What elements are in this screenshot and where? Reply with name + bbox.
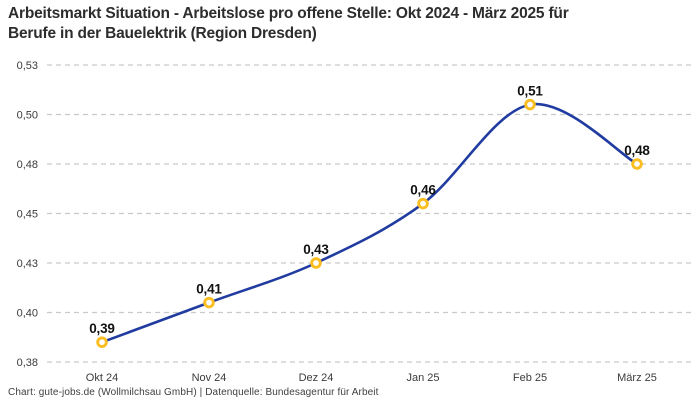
y-tick-label: 0,50 xyxy=(17,110,38,122)
data-point-marker xyxy=(203,296,215,309)
data-point-label: 0,48 xyxy=(624,143,650,158)
chart-title: Arbeitsmarkt Situation - Arbeitslose pro… xyxy=(8,4,692,44)
x-tick-label: Jan 25 xyxy=(406,372,439,384)
y-tick-label: 0,48 xyxy=(17,159,38,171)
y-tick-label: 0,53 xyxy=(17,60,38,72)
chart-title-line2: Berufe in der Bauelektrik (Region Dresde… xyxy=(8,25,317,42)
y-tick-label: 0,40 xyxy=(17,308,38,320)
data-point-label: 0,43 xyxy=(303,242,329,257)
chart-attribution: Chart: gute-jobs.de (Wollmilchsau GmbH) … xyxy=(8,387,379,398)
data-point-label: 0,46 xyxy=(410,183,436,198)
x-tick-label: Nov 24 xyxy=(192,372,227,384)
data-point-marker xyxy=(310,257,322,269)
data-point-marker xyxy=(524,98,536,111)
data-point-marker xyxy=(96,336,108,348)
series-line xyxy=(100,102,639,344)
x-tick-label: März 25 xyxy=(617,372,657,384)
data-point-label: 0,51 xyxy=(517,84,543,99)
data-point-marker xyxy=(631,158,643,170)
x-tick-label: Feb 25 xyxy=(513,372,547,384)
data-point-marker xyxy=(417,197,429,210)
x-tick-label: Okt 24 xyxy=(86,372,118,384)
data-point-label: 0,39 xyxy=(89,321,114,336)
data-point-label: 0,41 xyxy=(196,282,222,297)
x-tick-label: Dez 24 xyxy=(299,372,334,384)
y-tick-label: 0,43 xyxy=(17,258,38,270)
y-tick-label: 0,45 xyxy=(17,209,38,221)
chart-title-line1: Arbeitsmarkt Situation - Arbeitslose pro… xyxy=(8,5,569,22)
y-tick-label: 0,38 xyxy=(17,357,38,369)
